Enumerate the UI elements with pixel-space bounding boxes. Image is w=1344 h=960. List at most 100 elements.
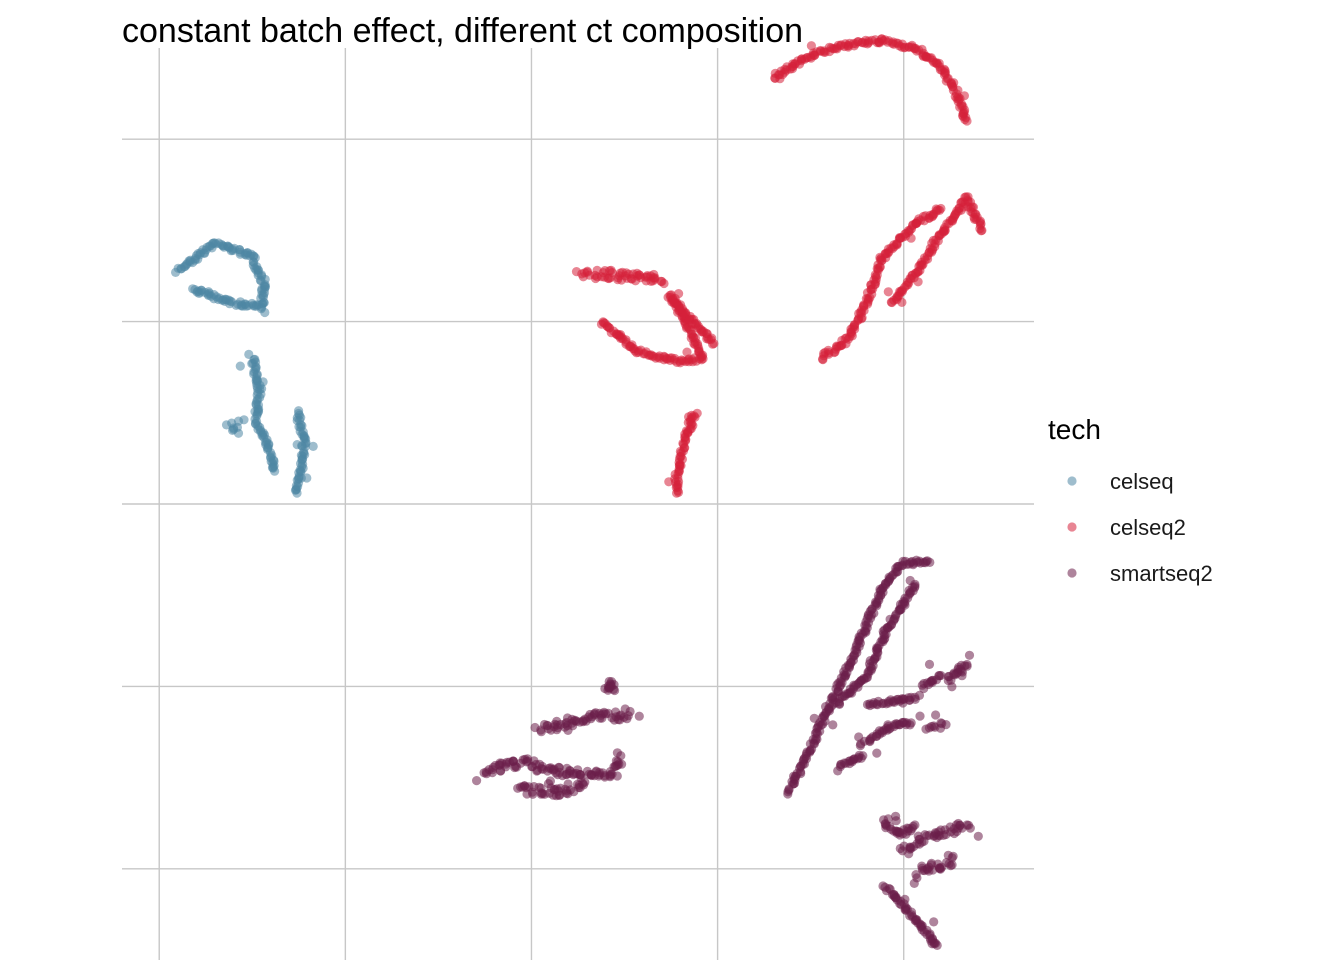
data-point bbox=[650, 274, 660, 284]
data-point bbox=[479, 768, 489, 778]
data-point bbox=[828, 720, 838, 730]
data-point bbox=[685, 311, 695, 322]
data-point bbox=[905, 575, 915, 586]
data-point bbox=[604, 273, 614, 284]
data-point bbox=[862, 699, 873, 710]
data-point bbox=[233, 428, 244, 438]
chart-title: constant batch effect, different ct comp… bbox=[122, 12, 803, 50]
data-point bbox=[544, 763, 554, 773]
data-point bbox=[962, 659, 972, 670]
data-point bbox=[977, 225, 987, 235]
data-point bbox=[575, 769, 585, 780]
data-point bbox=[959, 91, 970, 101]
legend: tech celseq celseq2 smartseq2 bbox=[1048, 414, 1213, 586]
data-point bbox=[579, 780, 589, 790]
data-point bbox=[878, 587, 888, 597]
points-layer bbox=[171, 34, 987, 951]
data-point bbox=[906, 718, 916, 728]
data-point bbox=[487, 765, 497, 775]
data-point bbox=[709, 338, 719, 349]
data-point bbox=[929, 917, 939, 927]
legend-title: tech bbox=[1048, 414, 1101, 445]
legend-label-smartseq2: smartseq2 bbox=[1110, 561, 1213, 586]
data-point bbox=[913, 277, 923, 287]
data-point bbox=[672, 488, 682, 498]
data-point bbox=[540, 789, 550, 799]
series-celseq2 bbox=[571, 34, 987, 498]
data-point bbox=[571, 267, 582, 277]
data-point bbox=[859, 674, 869, 684]
data-point bbox=[609, 680, 619, 690]
legend-key-celseq bbox=[1067, 476, 1077, 486]
data-point bbox=[936, 670, 946, 681]
data-point bbox=[607, 769, 617, 779]
data-point bbox=[858, 751, 868, 761]
data-point bbox=[957, 671, 967, 681]
data-point bbox=[244, 349, 254, 359]
data-point bbox=[924, 659, 935, 670]
data-point bbox=[239, 415, 249, 425]
data-point bbox=[664, 477, 674, 487]
legend-label-celseq: celseq bbox=[1110, 469, 1174, 494]
data-point bbox=[682, 347, 692, 357]
legend-key-smartseq2 bbox=[1067, 568, 1077, 578]
series-smartseq2 bbox=[472, 555, 983, 951]
data-point bbox=[260, 307, 270, 318]
data-point bbox=[674, 289, 684, 299]
data-point bbox=[925, 557, 935, 568]
data-point bbox=[965, 823, 975, 833]
data-point bbox=[809, 713, 819, 723]
data-point bbox=[924, 830, 935, 840]
data-point bbox=[933, 205, 943, 215]
data-point bbox=[775, 74, 785, 84]
data-point bbox=[472, 776, 482, 786]
data-point bbox=[973, 831, 983, 841]
data-point bbox=[565, 785, 576, 795]
data-point bbox=[270, 466, 280, 476]
data-point bbox=[941, 720, 951, 730]
data-point bbox=[188, 284, 198, 294]
data-point bbox=[906, 233, 916, 243]
data-point bbox=[897, 297, 907, 307]
data-point bbox=[543, 779, 554, 789]
data-point bbox=[292, 488, 302, 498]
data-point bbox=[235, 361, 245, 371]
series-celseq bbox=[171, 238, 318, 498]
data-point bbox=[603, 685, 613, 695]
data-point bbox=[616, 751, 626, 761]
data-point bbox=[634, 711, 644, 721]
data-point bbox=[606, 265, 616, 275]
data-point bbox=[964, 650, 975, 660]
grid bbox=[122, 48, 1034, 960]
legend-label-celseq2: celseq2 bbox=[1110, 515, 1186, 540]
data-point bbox=[245, 251, 255, 261]
data-point bbox=[563, 725, 573, 736]
data-point bbox=[833, 766, 843, 776]
data-point bbox=[553, 786, 564, 796]
data-point bbox=[947, 853, 957, 863]
data-point bbox=[909, 878, 919, 889]
data-point bbox=[955, 820, 965, 830]
data-point bbox=[915, 711, 925, 721]
data-point bbox=[620, 704, 630, 714]
data-point bbox=[875, 255, 885, 265]
data-point bbox=[258, 377, 268, 387]
data-point bbox=[962, 116, 972, 126]
data-point bbox=[947, 860, 957, 870]
data-point bbox=[900, 894, 910, 905]
data-point bbox=[898, 698, 908, 708]
data-point bbox=[528, 789, 538, 799]
data-point bbox=[881, 823, 891, 833]
data-point bbox=[872, 748, 882, 758]
data-point bbox=[302, 473, 312, 483]
data-point bbox=[883, 720, 893, 730]
data-point bbox=[821, 702, 831, 712]
data-point bbox=[684, 412, 694, 422]
data-point bbox=[883, 287, 893, 297]
data-point bbox=[914, 690, 925, 701]
data-point bbox=[308, 441, 318, 451]
data-point bbox=[891, 816, 901, 826]
data-point bbox=[854, 732, 864, 742]
data-point bbox=[910, 820, 920, 830]
